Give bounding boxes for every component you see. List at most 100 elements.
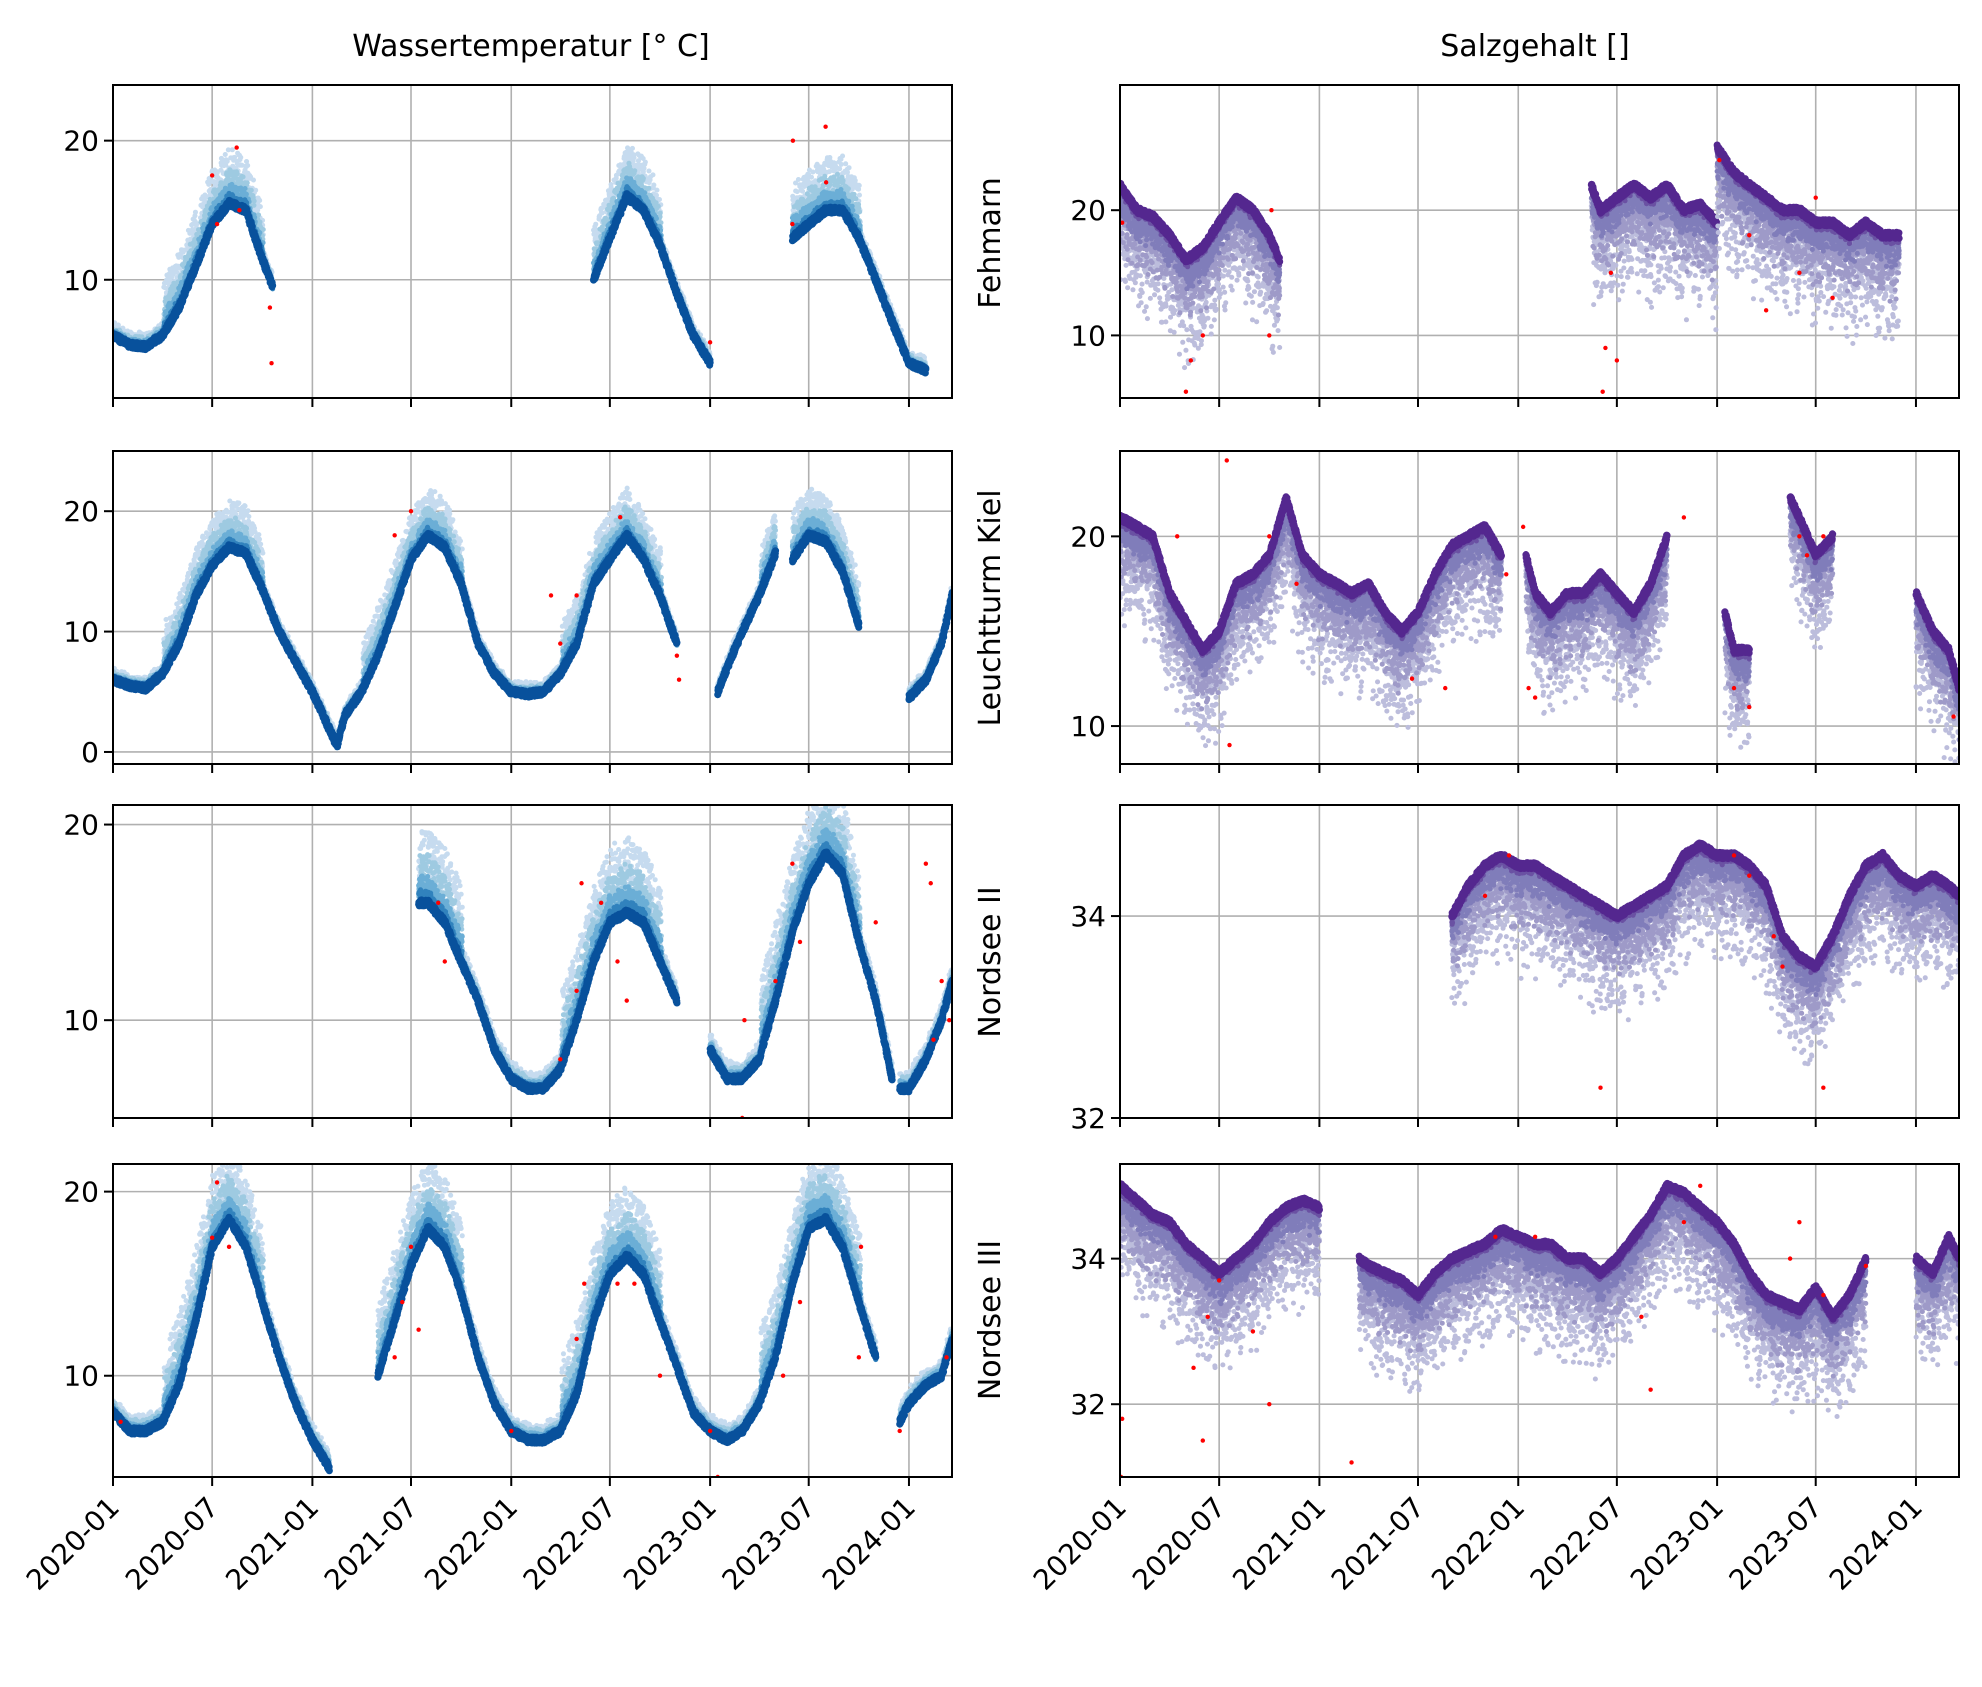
- outlier-point: [1267, 333, 1271, 337]
- outlier-point: [658, 1374, 662, 1378]
- data-points-nordsee2-sal: [1452, 843, 1959, 1064]
- outlier-point: [1175, 534, 1179, 538]
- outlier-point: [574, 989, 578, 993]
- outlier-point: [924, 861, 928, 865]
- outlier-point: [118, 1420, 122, 1424]
- gridlines: [113, 85, 952, 398]
- outlier-point: [215, 222, 219, 226]
- outlier-point: [1821, 534, 1825, 538]
- outlier-point: [1191, 1366, 1195, 1370]
- series-points: [378, 1148, 876, 1443]
- x-tick-label: 2022-07: [1524, 1491, 1630, 1597]
- data-points-fehmarn-temp: [113, 148, 926, 373]
- x-tick-label: 2023-07: [1723, 1491, 1829, 1597]
- outlier-point: [675, 653, 679, 657]
- outlier-point: [1598, 1086, 1602, 1090]
- outlier-point: [1294, 582, 1298, 586]
- outlier-point: [1747, 873, 1751, 877]
- outlier-point: [742, 1018, 746, 1022]
- outlier-point: [859, 1245, 863, 1249]
- outlier-point: [1533, 1235, 1537, 1239]
- x-tick-label: 2023-01: [1624, 1491, 1730, 1597]
- outlier-point: [509, 1429, 513, 1433]
- outlier-point: [1747, 705, 1751, 709]
- outlier-point: [615, 1281, 619, 1285]
- outlier-point: [1410, 676, 1414, 680]
- outlier-point: [1717, 158, 1721, 162]
- panel-nordsee3-sal: 32342020-012020-072021-012021-072022-012…: [1027, 1164, 1959, 1597]
- outlier-point: [1797, 1220, 1801, 1224]
- data-points-fehmarn-sal: [1120, 145, 1899, 368]
- outlier-point: [1521, 525, 1525, 529]
- data-points-kiel-sal: [1120, 497, 1959, 800]
- outlier-point: [237, 208, 241, 212]
- outlier-point: [824, 180, 828, 184]
- outlier-point: [599, 901, 603, 905]
- y-tick-label: 10: [63, 616, 99, 649]
- outlier-point: [857, 1355, 861, 1359]
- outlier-point: [574, 593, 578, 597]
- outlier-point: [1225, 458, 1229, 462]
- outlier-point: [781, 1374, 785, 1378]
- outlier-point: [1443, 686, 1447, 690]
- outlier-point: [1483, 894, 1487, 898]
- series-points: [792, 207, 925, 373]
- y-tick-label: 32: [1070, 1388, 1106, 1421]
- x-tick-label: 2022-07: [517, 1491, 623, 1597]
- y-tick-label: 20: [63, 1176, 99, 1209]
- outlier-point: [416, 1328, 420, 1332]
- outlier-point: [1217, 1278, 1221, 1282]
- x-tick-label: 2021-07: [1325, 1491, 1431, 1597]
- x-tick-label: 2024-01: [816, 1491, 922, 1597]
- outlier-point: [947, 1018, 951, 1022]
- outlier-point: [210, 1235, 214, 1239]
- outlier-point: [549, 593, 553, 597]
- outlier-point: [1251, 1329, 1255, 1333]
- series-points: [792, 533, 858, 628]
- x-tick-label: 2021-07: [318, 1491, 424, 1597]
- outlier-point: [929, 881, 933, 885]
- outlier-point: [1504, 572, 1508, 576]
- outlier-point: [1698, 1184, 1702, 1188]
- outlier-point: [558, 1057, 562, 1061]
- outlier-point: [791, 138, 795, 142]
- outlier-point: [1747, 233, 1751, 237]
- outlier-point: [1951, 714, 1955, 718]
- outlier-point: [1814, 195, 1818, 199]
- outlier-point: [227, 1245, 231, 1249]
- y-tick-label: 10: [63, 1004, 99, 1037]
- outlier-point: [1201, 1438, 1205, 1442]
- outlier-point: [939, 979, 943, 983]
- series-points: [900, 970, 952, 1091]
- series-points: [113, 1217, 329, 1471]
- outlier-point: [392, 1355, 396, 1359]
- outlier-point: [1615, 358, 1619, 362]
- outlier-point: [1493, 1235, 1497, 1239]
- outlier-point: [708, 1429, 712, 1433]
- y-tick-label: 32: [1070, 1102, 1106, 1135]
- outlier-point: [708, 340, 712, 344]
- outlier-point: [1267, 1402, 1271, 1406]
- outlier-point: [944, 1355, 948, 1359]
- outlier-point: [1639, 1315, 1643, 1319]
- series-points: [710, 783, 892, 1081]
- outlier-point: [1682, 515, 1686, 519]
- panel-nordsee3-temp: 10202020-012020-072021-012021-072022-012…: [20, 1148, 952, 1596]
- outlier-point: [1864, 1264, 1868, 1268]
- x-tick-label: 2023-01: [617, 1491, 723, 1597]
- outlier-point: [1732, 853, 1736, 857]
- outlier-point: [1600, 390, 1604, 394]
- y-tick-label: 20: [63, 125, 99, 158]
- outlier-point: [931, 1038, 935, 1042]
- title-salinity: Salzgehalt []: [1440, 29, 1629, 64]
- outlier-point: [1267, 534, 1271, 538]
- x-tick-label: 2024-01: [1823, 1491, 1929, 1597]
- outlier-point: [790, 861, 794, 865]
- outlier-point: [579, 881, 583, 885]
- outlier-point: [1797, 271, 1801, 275]
- outlier-point: [574, 1337, 578, 1341]
